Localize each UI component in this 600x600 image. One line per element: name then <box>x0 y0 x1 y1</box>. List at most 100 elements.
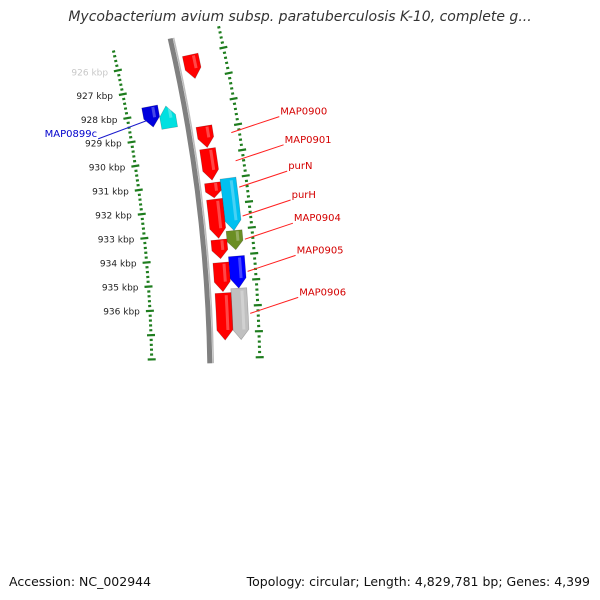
major-tick <box>238 148 247 152</box>
minor-tick <box>224 61 229 65</box>
tick-label: 934 kbp <box>100 259 137 269</box>
minor-tick <box>114 59 118 63</box>
minor-tick <box>227 76 232 80</box>
minor-tick <box>228 81 233 85</box>
gene-arrow-shine <box>216 200 223 229</box>
tick-label: 936 kbp <box>103 307 140 317</box>
minor-tick <box>238 133 242 136</box>
minor-tick <box>218 31 222 34</box>
gene-label-purh[interactable]: purH <box>292 190 316 201</box>
minor-tick <box>124 111 129 115</box>
gene-arrow-shine <box>151 106 157 118</box>
gene-arrow-shine <box>238 257 243 279</box>
tick-label: 932 kbp <box>95 211 132 221</box>
minor-tick <box>232 102 237 106</box>
gene-arrow-map0904[interactable] <box>225 229 244 251</box>
minor-tick <box>122 97 126 101</box>
minor-tick <box>123 107 128 110</box>
minor-tick <box>217 25 221 29</box>
gene-arrow-shine <box>220 240 225 251</box>
major-tick <box>140 236 149 240</box>
major-tick <box>252 277 261 281</box>
gene-arrow-map0901[interactable] <box>199 147 219 181</box>
minor-tick <box>117 73 121 77</box>
accession-text: Accession: NC_002944 <box>9 574 152 589</box>
gene-arrow-shine <box>222 263 227 282</box>
minor-tick <box>233 107 238 111</box>
gene-label-purn[interactable]: purN <box>288 161 312 172</box>
label-leader-line <box>239 170 288 188</box>
gene-arrow-map0906_b[interactable] <box>214 292 234 341</box>
major-tick <box>113 68 123 73</box>
tick-label: 933 kbp <box>98 235 135 245</box>
major-tick <box>244 200 254 204</box>
genome-stats-text: Topology: circular; Length: 4,829,781 bp… <box>246 574 590 589</box>
major-tick <box>137 212 146 216</box>
gene-arrow-shine <box>205 126 211 138</box>
minor-tick <box>230 87 234 90</box>
gene-arrow-shine <box>167 106 173 118</box>
tick-layer: 926 kbp 927 kbp 928 kbp 929 kbp 930 kbp 931 k… <box>71 25 264 361</box>
tick-label: 935 kbp <box>102 283 139 293</box>
minor-tick <box>225 66 230 70</box>
major-tick <box>241 174 250 178</box>
label-leader-line <box>250 296 299 314</box>
minor-tick <box>223 56 228 60</box>
label-leader-line <box>97 120 147 140</box>
gene-arrow-map0906[interactable] <box>230 287 250 341</box>
minor-tick <box>234 112 238 116</box>
tick-label: 926 kbp <box>71 69 108 79</box>
gene-label-layer: MAP0899c MAP0900 MAP0901 purN purH MAP0904 MAP… <box>45 107 346 314</box>
gene-arrow-map0905_b[interactable] <box>212 261 231 293</box>
gene-arrow-purn_b[interactable] <box>219 176 242 231</box>
gene-label-map0901[interactable]: MAP0901 <box>285 135 332 146</box>
minor-tick <box>241 153 245 157</box>
gene-label-map0899c[interactable]: MAP0899c <box>45 129 97 140</box>
gene-arrow-purn[interactable] <box>204 181 222 199</box>
minor-tick <box>119 83 123 87</box>
tick-label: 931 kbp <box>92 187 129 197</box>
minor-tick <box>239 143 243 147</box>
minor-tick <box>231 92 235 95</box>
major-tick <box>233 122 243 127</box>
minor-tick <box>111 50 116 53</box>
gene-arrow-map0898[interactable] <box>182 52 202 79</box>
label-leader-line <box>247 254 296 272</box>
major-tick <box>131 164 140 168</box>
map-title: Mycobacterium avium subsp. paratuberculo… <box>68 9 532 25</box>
gene-arrow-map0905[interactable] <box>228 255 247 289</box>
minor-tick <box>235 117 239 121</box>
label-leader-line <box>231 116 280 134</box>
gene-label-map0900[interactable]: MAP0900 <box>280 107 327 118</box>
gene-label-map0906[interactable]: MAP0906 <box>299 287 346 298</box>
tick-label: 927 kbp <box>76 92 113 102</box>
tick-label: 930 kbp <box>89 164 126 174</box>
gene-label-map0904[interactable]: MAP0904 <box>294 213 341 224</box>
major-tick <box>134 188 143 192</box>
major-tick <box>123 116 132 120</box>
genome-backbone-highlight <box>172 37 215 364</box>
gene-arrow-map0904_b[interactable] <box>210 238 229 260</box>
gene-label-map0905[interactable]: MAP0905 <box>297 245 344 256</box>
gene-arrow-map0899c[interactable] <box>159 105 178 130</box>
minor-tick <box>115 64 119 68</box>
major-tick <box>127 140 136 144</box>
gene-arrow-map0900[interactable] <box>195 124 215 148</box>
gene-arrow-shine <box>240 290 246 330</box>
genome-backbone <box>167 37 213 364</box>
minor-tick <box>220 41 225 44</box>
major-tick <box>144 285 153 288</box>
label-leader-line <box>242 199 291 217</box>
minor-tick <box>120 88 124 91</box>
gene-arrow-purh[interactable] <box>206 197 227 239</box>
label-leader-line <box>235 144 284 162</box>
backbone-layer <box>167 37 215 364</box>
gene-arrow-map0899c_b[interactable] <box>141 104 160 128</box>
minor-tick <box>126 121 130 125</box>
gene-layer <box>141 52 250 341</box>
gene-arrow-shine <box>235 231 240 241</box>
gene-arrow-shine <box>191 55 198 69</box>
minor-tick <box>122 102 127 106</box>
minor-tick <box>128 131 132 134</box>
